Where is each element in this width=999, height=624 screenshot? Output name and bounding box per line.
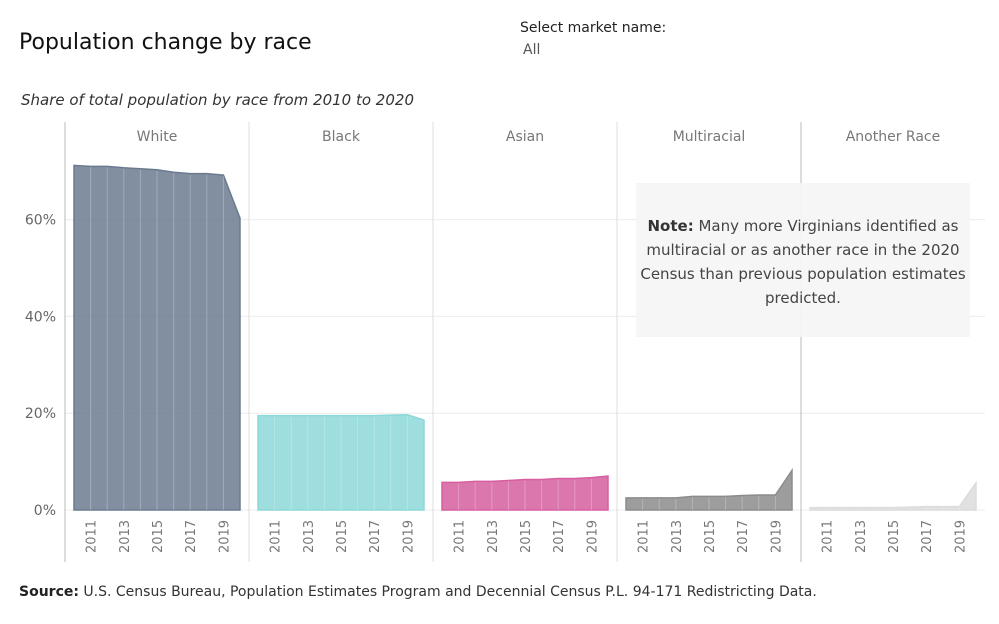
x-tick-label: 2013 (486, 520, 501, 553)
y-tick-label: 20% (25, 406, 56, 422)
panel-header-white: White (137, 129, 178, 145)
panel-header-multiracial: Multiracial (673, 129, 746, 145)
x-tick-label: 2011 (269, 520, 284, 553)
x-tick-label: 2011 (637, 520, 652, 553)
x-tick-label: 2015 (887, 520, 902, 553)
x-tick-label: 2013 (670, 520, 685, 553)
x-tick-label: 2019 (217, 520, 232, 553)
area-black (257, 413, 425, 511)
source-line: Source: U.S. Census Bureau, Population E… (19, 584, 817, 600)
x-tick-label: 2019 (953, 520, 968, 553)
x-tick-label: 2015 (151, 520, 166, 553)
panel-header-asian: Asian (506, 129, 544, 145)
market-filter-label: Select market name: (520, 20, 667, 36)
x-tick-label: 2017 (736, 520, 751, 553)
area-another-race (809, 480, 977, 511)
note-text: Many more Virginians identified as multi… (640, 217, 966, 307)
y-tick-label: 40% (25, 309, 56, 325)
x-tick-label: 2015 (335, 520, 350, 553)
x-tick-label: 2017 (920, 520, 935, 553)
page-title: Population change by race (19, 30, 312, 55)
note-box: Note: Many more Virginians identified as… (636, 183, 970, 337)
x-tick-label: 2015 (703, 520, 718, 553)
x-tick-label: 2019 (585, 520, 600, 553)
note-label: Note: (647, 217, 694, 235)
x-tick-label: 2011 (453, 520, 468, 553)
source-label: Source: (19, 584, 79, 600)
area-white (73, 164, 241, 511)
x-tick-label: 2013 (302, 520, 317, 553)
x-tick-label: 2019 (401, 520, 416, 553)
area-asian (441, 475, 609, 511)
x-tick-label: 2017 (184, 520, 199, 553)
y-tick-label: 60% (25, 213, 56, 229)
y-tick-label: 0% (34, 503, 56, 519)
area-multiracial (625, 467, 793, 511)
x-tick-label: 2013 (118, 520, 133, 553)
market-filter-select[interactable]: All (523, 42, 541, 58)
x-tick-label: 2019 (769, 520, 784, 553)
panel-header-black: Black (322, 129, 361, 145)
chart-subtitle: Share of total population by race from 2… (21, 91, 414, 109)
x-tick-label: 2017 (368, 520, 383, 553)
x-tick-label: 2017 (552, 520, 567, 553)
x-tick-label: 2015 (519, 520, 534, 553)
source-text: U.S. Census Bureau, Population Estimates… (83, 584, 817, 600)
x-tick-label: 2011 (85, 520, 100, 553)
x-tick-label: 2013 (854, 520, 869, 553)
x-tick-label: 2011 (821, 520, 836, 553)
panel-header-another-race: Another Race (846, 129, 941, 145)
